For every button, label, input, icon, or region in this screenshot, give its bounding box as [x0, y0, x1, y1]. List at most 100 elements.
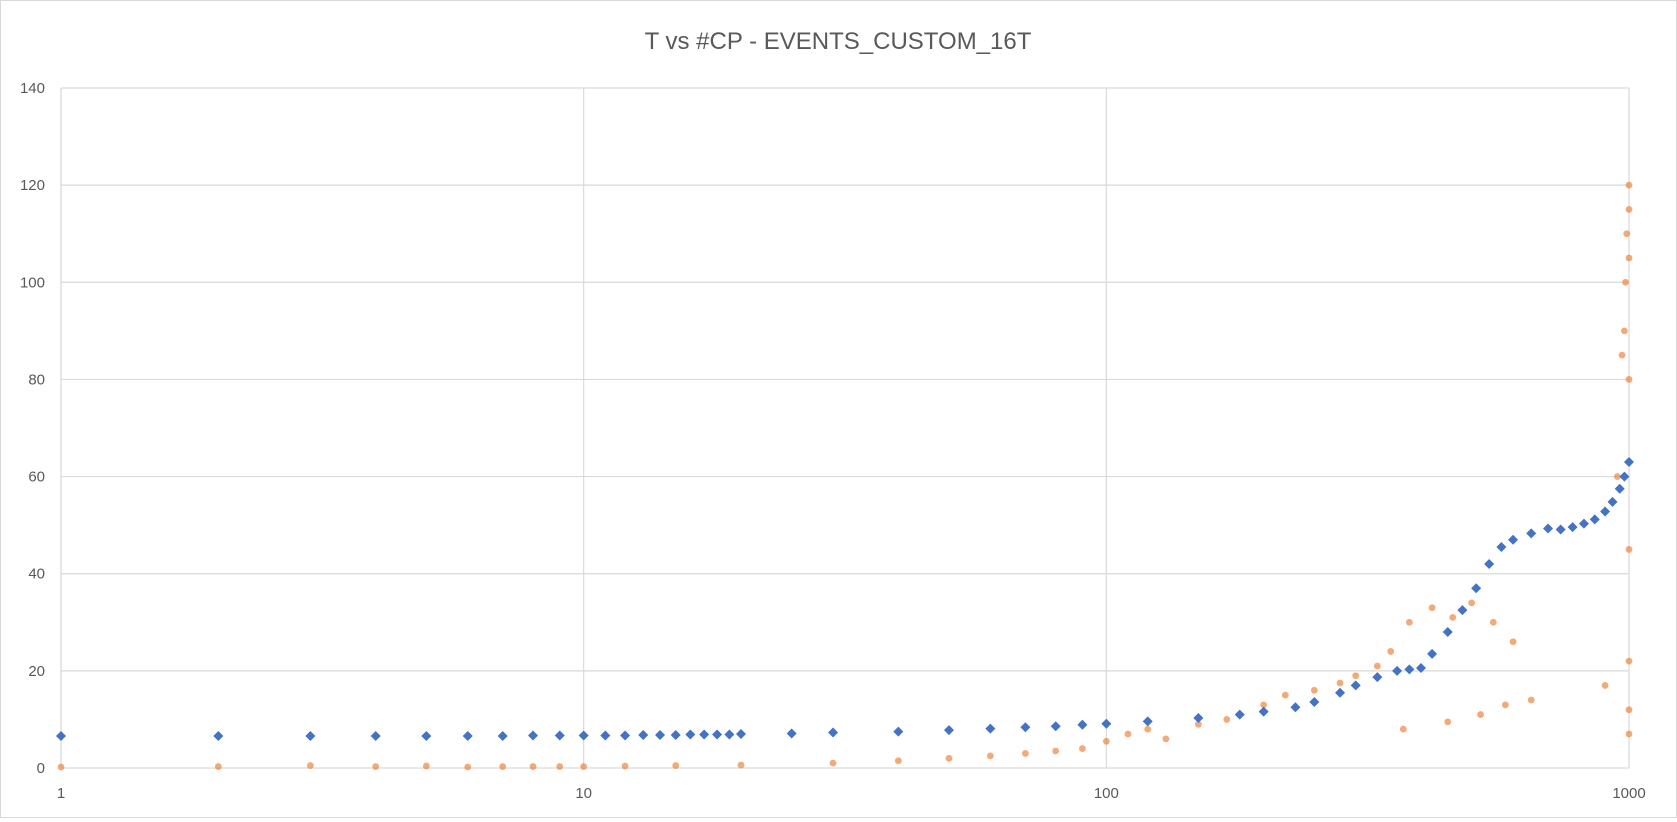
data-point — [829, 759, 837, 767]
data-point — [1405, 618, 1413, 626]
data-point — [214, 763, 222, 770]
data-point — [1352, 672, 1360, 680]
data-point — [621, 762, 629, 770]
x-tick-label: 1 — [57, 785, 65, 802]
data-point — [1444, 718, 1452, 726]
data-point — [1194, 720, 1202, 728]
data-point — [1607, 496, 1618, 507]
data-point — [985, 723, 996, 734]
data-point — [1501, 701, 1509, 709]
data-point — [638, 729, 649, 740]
y-tick-label: 0 — [37, 760, 45, 777]
data-point — [1449, 614, 1457, 621]
data-point — [670, 729, 681, 740]
data-point — [1526, 528, 1537, 539]
data-point — [213, 730, 224, 741]
data-point — [1416, 662, 1427, 673]
data-point — [1489, 618, 1497, 626]
data-point — [528, 730, 539, 741]
data-point — [1373, 662, 1381, 670]
data-point — [1477, 711, 1484, 718]
data-point — [1625, 657, 1633, 665]
data-point — [1281, 691, 1289, 699]
data-point — [578, 730, 589, 741]
data-point — [1622, 278, 1629, 286]
data-point — [1578, 518, 1589, 529]
data-point — [699, 729, 710, 740]
data-point — [1392, 665, 1403, 676]
grid-layer — [60, 87, 1630, 769]
data-point — [1589, 514, 1600, 525]
data-point — [1625, 546, 1633, 553]
y-axis-ticks: 0 20 40 60 80 100 120 140 — [20, 80, 45, 777]
data-point — [1162, 735, 1170, 743]
x-tick-label: 100 — [1094, 785, 1119, 802]
data-point — [1399, 725, 1407, 733]
data-point — [1427, 648, 1438, 659]
data-point — [462, 730, 473, 741]
data-point — [1508, 534, 1519, 545]
data-point — [1052, 747, 1060, 755]
data-point — [1442, 627, 1453, 637]
data-point — [737, 761, 745, 769]
data-point — [945, 754, 953, 762]
data-point — [1309, 696, 1320, 707]
data-point — [1496, 542, 1507, 552]
data-point — [421, 730, 432, 741]
data-point — [1404, 664, 1415, 675]
data-point — [1613, 473, 1621, 480]
data-point — [685, 729, 696, 740]
data-point — [1050, 721, 1061, 732]
data-point — [1625, 181, 1633, 189]
data-point — [1555, 524, 1566, 535]
data-point — [464, 763, 472, 771]
data-point — [497, 730, 508, 741]
data-point — [56, 730, 66, 741]
data-point — [1234, 709, 1245, 720]
data-point — [422, 762, 430, 770]
y-tick-label: 20 — [28, 663, 45, 680]
data-point — [724, 729, 735, 740]
data-point — [529, 763, 537, 770]
data-point — [305, 730, 316, 741]
data-point — [370, 730, 381, 741]
data-point — [1144, 725, 1152, 733]
data-point — [655, 729, 666, 740]
data-point — [1601, 682, 1609, 689]
data-point — [1509, 638, 1517, 646]
data-point — [1600, 506, 1611, 517]
data-point — [499, 763, 507, 770]
data-point — [1618, 351, 1626, 359]
data-point — [1336, 679, 1344, 687]
data-point — [1625, 376, 1633, 383]
data-point — [1619, 471, 1630, 482]
y-tick-label: 120 — [20, 177, 45, 194]
data-point — [1625, 730, 1633, 738]
data-point — [556, 763, 564, 770]
data-point — [1124, 730, 1132, 738]
data-point — [1335, 687, 1346, 698]
data-point — [1428, 604, 1436, 612]
data-point — [1387, 648, 1395, 655]
data-point — [1621, 327, 1628, 335]
data-point — [893, 726, 904, 737]
data-point — [600, 730, 611, 741]
data-point — [1021, 750, 1029, 757]
data-point — [1260, 701, 1268, 709]
data-point — [1468, 599, 1476, 607]
series-orange-points — [57, 181, 1633, 771]
series-blue-points — [56, 457, 1634, 741]
data-point — [672, 762, 680, 769]
data-point — [1142, 716, 1153, 727]
data-point — [1079, 745, 1086, 752]
y-tick-label: 40 — [28, 566, 45, 583]
data-point — [786, 728, 797, 739]
x-tick-label: 1000 — [1612, 785, 1645, 802]
data-point — [1527, 696, 1535, 704]
data-point — [1020, 722, 1031, 733]
data-point — [828, 727, 839, 738]
data-point — [1543, 523, 1554, 534]
data-point — [57, 763, 65, 771]
data-point — [306, 762, 314, 769]
